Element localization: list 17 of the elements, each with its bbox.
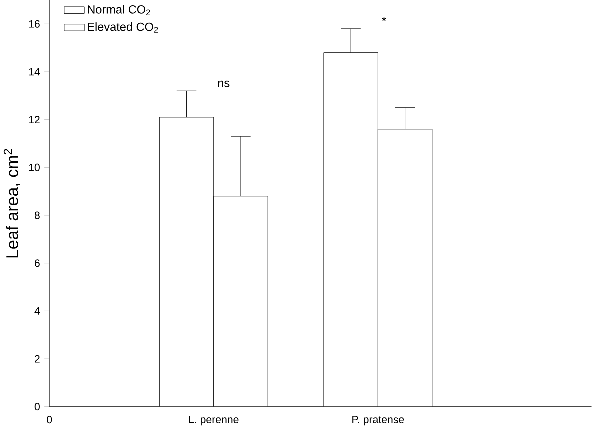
legend-label: Normal CO$_{2}$ bbox=[88, 5, 150, 16]
y-axis-title: Leaf area, cm$^{2}$ bbox=[4, 150, 20, 258]
legend-label: Elevated CO$_{2}$ bbox=[88, 22, 158, 34]
y-tick-label: 14 bbox=[29, 68, 40, 76]
annotation: * bbox=[382, 17, 386, 22]
y-tick-label: 8 bbox=[34, 212, 40, 220]
y-tick-label: 12 bbox=[29, 116, 40, 124]
y-tick-label: 2 bbox=[35, 356, 40, 363]
y-tick-label: 6 bbox=[35, 260, 40, 268]
y-tick-label: 4 bbox=[34, 308, 40, 316]
y-tick-label: 16 bbox=[29, 20, 40, 28]
annotation: ns bbox=[218, 81, 230, 88]
x-tick-label: L. perenne bbox=[189, 416, 239, 426]
x-tick-label: 0 bbox=[47, 416, 52, 424]
x-tick-label: P. pratense bbox=[352, 416, 404, 426]
y-tick-label: 10 bbox=[29, 164, 40, 172]
y-tick-label: 0 bbox=[34, 403, 40, 411]
